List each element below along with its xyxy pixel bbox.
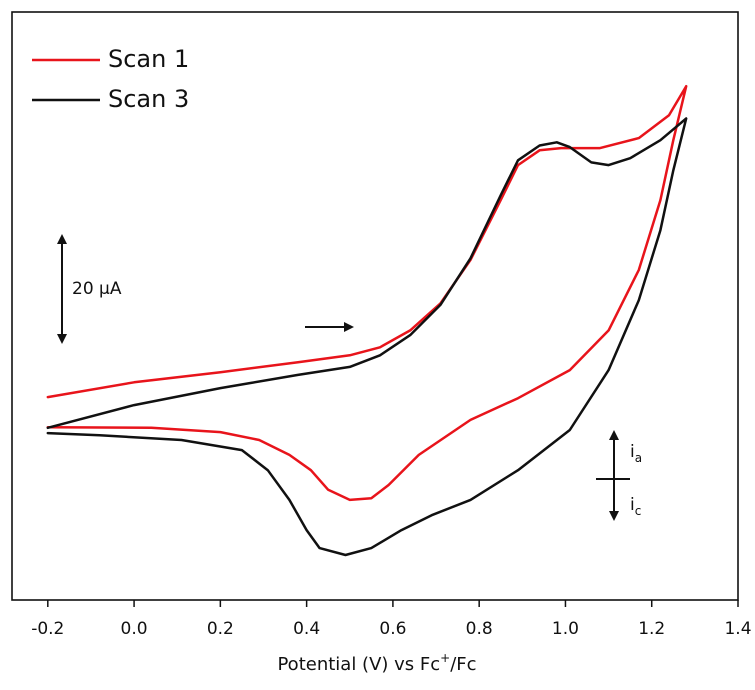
x-tick-label: -0.2 xyxy=(31,619,64,639)
scale-bar-label: 20 μA xyxy=(72,279,122,299)
x-tick-label: 0.6 xyxy=(379,619,406,639)
cathodic-label: ic xyxy=(630,495,641,518)
x-tick-label: 1.4 xyxy=(724,619,751,639)
x-axis-label: Potential (V) vs Fc+/Fc xyxy=(277,651,476,676)
series-line xyxy=(46,84,688,502)
x-tick-label: 0.8 xyxy=(466,619,493,639)
x-label-text: Potential (V) vs Fc xyxy=(277,654,440,675)
series-line xyxy=(46,117,688,557)
plot-frame xyxy=(11,11,739,601)
anodic-main: i xyxy=(630,442,635,462)
anodic-sub: a xyxy=(635,451,642,465)
x-tick-label: 0.2 xyxy=(207,619,234,639)
x-tick-label: 0.4 xyxy=(293,619,320,639)
x-tick-label: 1.2 xyxy=(638,619,665,639)
x-tick-label: 0.0 xyxy=(121,619,148,639)
cathodic-main: i xyxy=(630,495,635,515)
x-label-tail: /Fc xyxy=(450,654,476,675)
cathodic-sub: c xyxy=(635,504,642,518)
x-tick-label: 1.0 xyxy=(552,619,579,639)
legend-label: Scan 3 xyxy=(108,85,189,113)
legend-label: Scan 1 xyxy=(108,45,189,73)
anodic-label: ia xyxy=(630,442,642,465)
x-label-sup: + xyxy=(440,651,450,665)
